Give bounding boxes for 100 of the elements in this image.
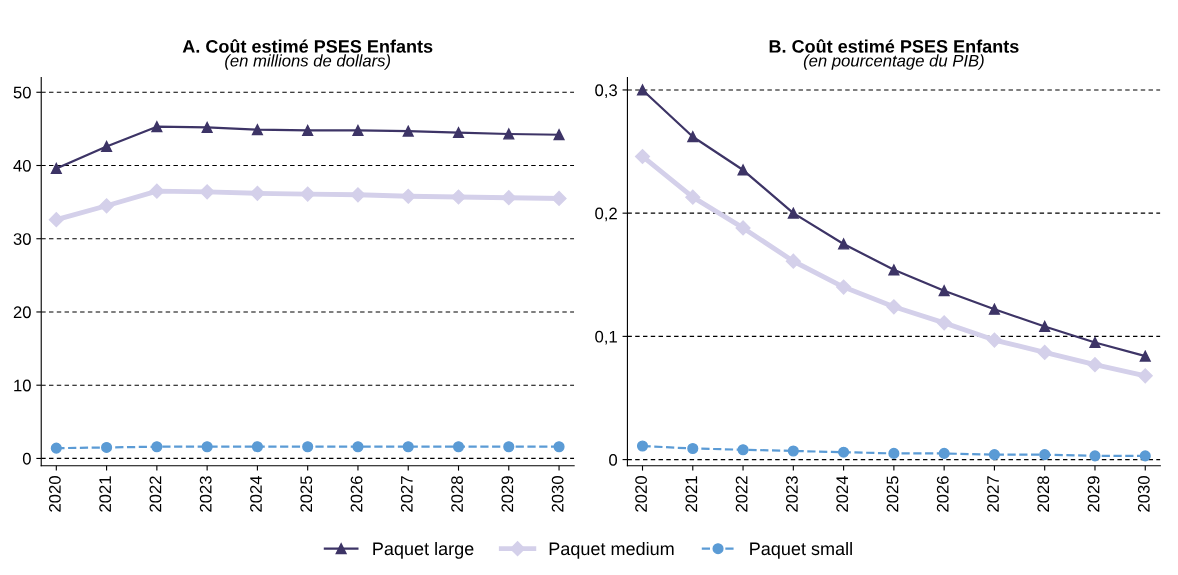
point <box>886 299 902 315</box>
x-tick-label: 2029 <box>501 476 514 512</box>
point <box>636 84 649 96</box>
point <box>151 121 163 133</box>
point <box>787 445 799 457</box>
point <box>888 447 900 459</box>
legend-label: Paquet large <box>373 541 474 559</box>
point <box>352 441 364 453</box>
y-tick-label: 0,3 <box>595 84 617 99</box>
x-tick-label: 2023 <box>199 476 212 512</box>
point <box>988 303 1000 315</box>
point <box>737 444 749 456</box>
point <box>99 198 115 214</box>
y-tick-label: 50 <box>13 86 31 99</box>
y-tick-label: 0,2 <box>595 207 617 222</box>
x-tick-label: 2028 <box>1037 476 1050 512</box>
point <box>402 441 414 453</box>
chart-title: B. Coût estimé PSES Enfants <box>769 39 1019 53</box>
x-tick-label: 2022 <box>735 476 748 512</box>
point <box>986 332 1002 348</box>
point <box>50 442 62 454</box>
point <box>251 441 263 453</box>
point <box>634 148 651 165</box>
x-tick-label: 2027 <box>400 476 413 512</box>
chart-subtitle: (en millions de dollars) <box>225 54 391 70</box>
point <box>503 441 515 453</box>
x-tick-label: 2021 <box>99 476 112 512</box>
y-tick-label: 40 <box>13 159 31 172</box>
point <box>988 449 1000 461</box>
point <box>302 441 314 453</box>
point <box>687 131 699 143</box>
point <box>452 126 465 139</box>
x-tick-label: 2030 <box>1137 476 1150 512</box>
point <box>199 184 215 200</box>
point <box>938 447 950 459</box>
x-tick-label: 2026 <box>350 476 363 512</box>
point <box>352 124 364 136</box>
point <box>201 441 213 453</box>
point <box>402 125 414 137</box>
legend-label: Paquet medium <box>549 541 674 559</box>
point <box>501 190 517 206</box>
point <box>50 162 62 174</box>
point <box>687 442 699 455</box>
point <box>836 279 852 295</box>
x-tick-label: 2020 <box>48 476 61 512</box>
point <box>737 164 749 176</box>
point <box>1087 357 1103 373</box>
point <box>48 212 64 228</box>
point <box>838 446 850 458</box>
x-tick-label: 2021 <box>685 476 698 512</box>
x-tick-label: 2022 <box>149 476 162 512</box>
point <box>101 140 113 153</box>
y-tick-label: 0 <box>609 453 618 466</box>
point <box>503 128 515 140</box>
chart-subtitle: (en pourcentage du PIB) <box>803 54 984 70</box>
x-tick-label: 2027 <box>987 476 999 512</box>
x-tick-label: 2024 <box>836 475 849 512</box>
point <box>735 220 751 236</box>
point <box>636 440 649 452</box>
y-tick-label: 20 <box>13 306 31 319</box>
point <box>553 129 565 141</box>
point <box>936 315 952 331</box>
point <box>787 207 799 219</box>
point <box>938 285 950 297</box>
y-tick-label: 30 <box>13 233 31 245</box>
point <box>302 124 314 136</box>
point <box>888 264 900 276</box>
x-tick-label: 2025 <box>300 476 313 512</box>
point <box>101 441 113 453</box>
chart-title: A. Coût estimé PSES Enfants <box>182 39 433 53</box>
x-tick-label: 2028 <box>451 476 463 512</box>
point <box>685 189 701 205</box>
point <box>838 238 850 250</box>
x-tick-label: 2020 <box>635 476 647 512</box>
point <box>1039 449 1051 461</box>
point <box>151 441 163 453</box>
y-tick-label: 0 <box>22 452 31 465</box>
y-tick-label: 0,1 <box>595 330 617 345</box>
point <box>1137 368 1153 384</box>
point <box>1139 350 1151 362</box>
point <box>553 441 565 453</box>
x-tick-label: 2026 <box>936 476 949 512</box>
point <box>1089 336 1101 349</box>
point <box>350 187 366 203</box>
point <box>785 253 801 269</box>
point <box>201 121 213 133</box>
legend-label: Paquet small <box>750 541 852 559</box>
point <box>1037 344 1053 360</box>
point <box>251 124 263 136</box>
point <box>452 441 465 453</box>
y-tick-label: 10 <box>14 379 31 392</box>
point <box>1139 450 1151 462</box>
x-tick-label: 2023 <box>786 476 798 512</box>
point <box>1039 320 1051 333</box>
point <box>1089 450 1101 462</box>
x-tick-label: 2024 <box>250 475 262 512</box>
x-tick-label: 2025 <box>886 476 899 512</box>
x-tick-label: 2029 <box>1087 476 1100 512</box>
point <box>400 188 416 204</box>
x-tick-label: 2030 <box>551 476 564 512</box>
